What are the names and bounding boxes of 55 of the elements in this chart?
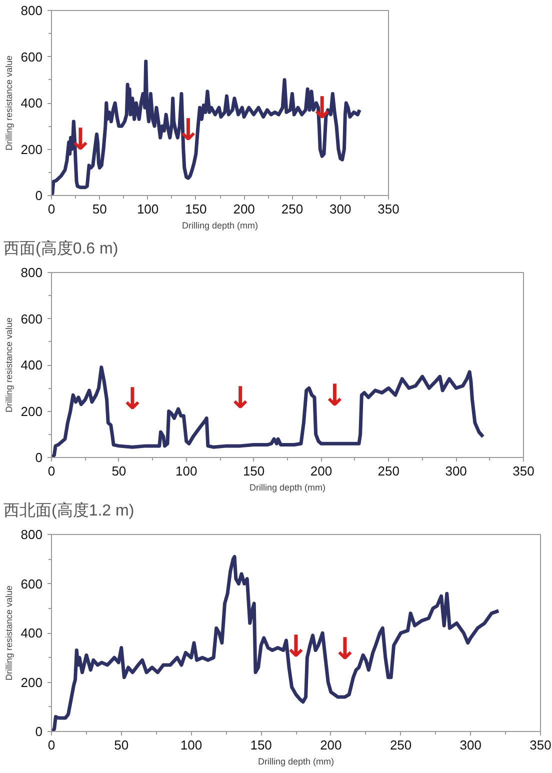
x-tick-label: 50 xyxy=(114,738,129,752)
x-tick-label: 50 xyxy=(92,202,107,216)
y-tick-label: 400 xyxy=(20,626,43,640)
x-tick-label: 100 xyxy=(176,464,198,478)
line-series xyxy=(52,366,485,458)
x-tick-label: 150 xyxy=(250,738,272,752)
y-tick-label: 800 xyxy=(20,3,43,18)
y-tick-label: 0 xyxy=(35,724,43,739)
line-series xyxy=(52,60,362,196)
y-axis-title: Drilling resistance value xyxy=(4,317,14,413)
y-tick-label: 400 xyxy=(20,358,43,372)
x-tick-label: 0 xyxy=(48,738,56,752)
text: 西面(高度0.6 m) xyxy=(4,240,118,258)
x-tick-label: 0 xyxy=(48,464,56,478)
y-axis-title: Drilling resistance value xyxy=(4,585,14,681)
y-tick-label: 600 xyxy=(20,311,43,326)
y-axis-title: Drilling resistance value xyxy=(4,55,14,151)
x-tick-label: 300 xyxy=(460,738,482,752)
x-axis-title: Drilling depth (mm) xyxy=(182,220,258,230)
x-tick-label: 350 xyxy=(378,202,400,216)
x-tick-label: 300 xyxy=(330,202,352,216)
y-tick-label: 800 xyxy=(20,265,43,280)
x-tick-label: 350 xyxy=(512,464,534,478)
y-tick-label: 0 xyxy=(35,450,43,465)
x-tick-label: 250 xyxy=(281,202,304,216)
line-series xyxy=(52,554,500,732)
x-tick-label: 150 xyxy=(242,464,265,478)
x-tick-label: 200 xyxy=(310,464,332,478)
x-axis-title: Drilling depth (mm) xyxy=(258,756,334,766)
text: 西北面(高度1.2 m) xyxy=(4,502,134,520)
y-tick-label: 200 xyxy=(20,142,43,157)
x-tick-label: 200 xyxy=(233,202,255,216)
x-tick-label: 100 xyxy=(136,202,159,216)
x-tick-label: 250 xyxy=(378,464,400,478)
annotation: ↓ xyxy=(332,632,358,668)
annotation: ↓ xyxy=(283,630,309,665)
x-tick-label: 350 xyxy=(530,738,552,752)
y-tick-label: 600 xyxy=(20,49,43,64)
x-tick-label: 150 xyxy=(185,202,207,216)
annotation: ↓ xyxy=(120,382,145,418)
annotation: ↓ xyxy=(322,378,348,414)
x-tick-label: 200 xyxy=(320,738,342,752)
x-tick-label: 50 xyxy=(112,464,126,478)
y-tick-label: 0 xyxy=(35,188,43,203)
x-tick-label: 0 xyxy=(48,202,56,216)
y-tick-label: 800 xyxy=(20,527,43,542)
y-tick-label: 600 xyxy=(20,576,43,592)
y-tick-label: 200 xyxy=(20,674,43,690)
x-axis-title: Drilling depth (mm) xyxy=(249,482,326,492)
annotation: ↓ xyxy=(228,380,253,416)
x-tick-label: 100 xyxy=(180,738,202,752)
x-tick-label: 250 xyxy=(390,738,412,752)
x-tick-label: 300 xyxy=(445,464,467,478)
y-tick-label: 400 xyxy=(20,96,43,110)
y-tick-label: 200 xyxy=(20,404,43,419)
